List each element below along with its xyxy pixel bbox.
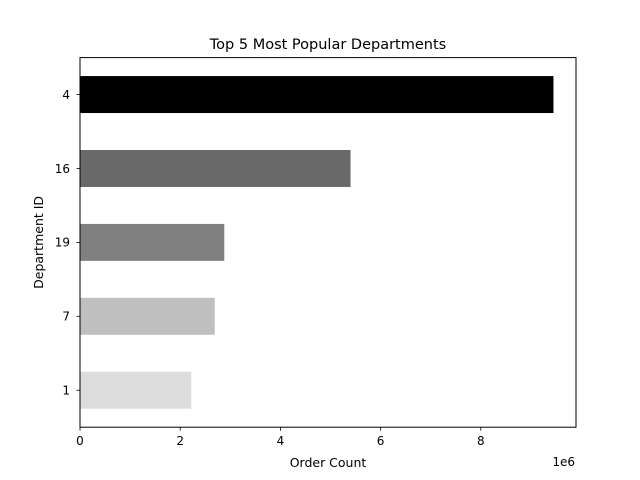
bar-dept-1	[80, 371, 192, 409]
x-axis-offset-label: 1e6	[552, 455, 575, 469]
x-tick-label: 4	[277, 434, 285, 448]
bar-dept-19	[80, 223, 225, 261]
y-axis-label: Department ID	[31, 196, 46, 289]
x-tick-label: 0	[76, 434, 84, 448]
bar-dept-16	[80, 150, 351, 187]
x-tick-label: 2	[176, 434, 184, 448]
x-tick-label: 6	[377, 434, 385, 448]
bars-group	[80, 76, 554, 409]
x-axis-label: Order Count	[290, 455, 367, 470]
bar-dept-7	[80, 297, 215, 335]
y-tick-label: 16	[55, 162, 70, 176]
x-axis-ticks: 0 2 4 6 8	[76, 427, 485, 448]
y-tick-label: 7	[62, 310, 70, 324]
y-tick-label: 1	[62, 384, 70, 398]
y-axis-ticks: 4 16 19 7 1	[55, 88, 80, 398]
y-tick-label: 19	[55, 236, 70, 250]
y-tick-label: 4	[62, 88, 70, 102]
x-tick-label: 8	[477, 434, 485, 448]
chart-title: Top 5 Most Popular Departments	[209, 37, 446, 53]
bar-dept-4	[80, 76, 554, 114]
